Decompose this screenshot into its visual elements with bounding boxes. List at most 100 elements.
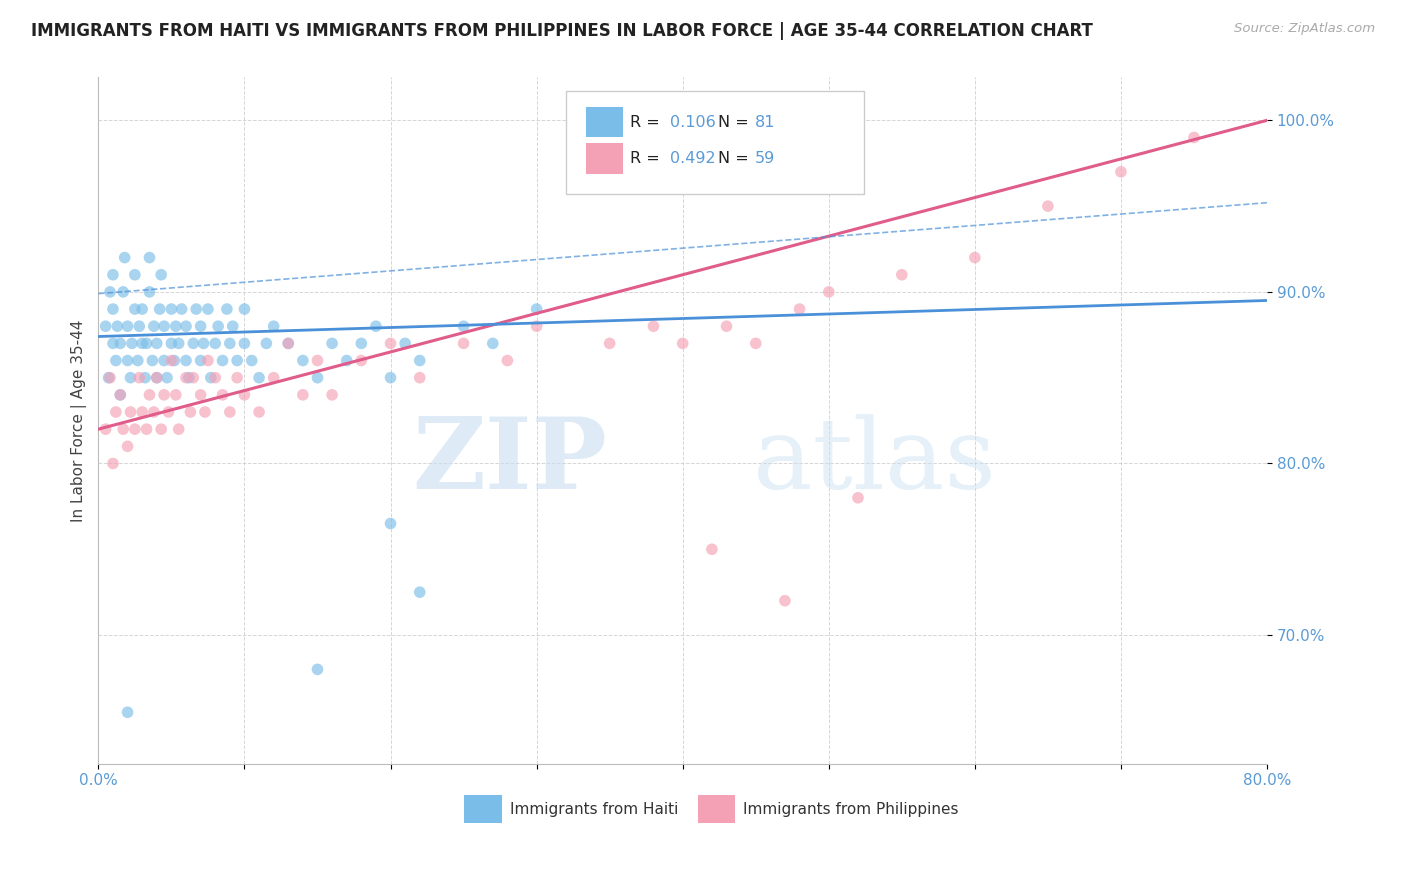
Point — [409, 370, 432, 384]
Point — [94, 422, 117, 436]
Point — [131, 301, 153, 316]
Point — [146, 370, 169, 384]
Point — [211, 353, 233, 368]
Point — [1109, 165, 1132, 179]
Point — [138, 388, 160, 402]
Point — [112, 422, 135, 436]
Point — [153, 319, 176, 334]
FancyBboxPatch shape — [464, 795, 502, 823]
Point — [131, 405, 153, 419]
Point — [128, 370, 150, 384]
Point — [247, 370, 270, 384]
Point — [104, 405, 127, 419]
Point — [120, 370, 142, 384]
Point — [291, 353, 314, 368]
Text: 81: 81 — [755, 114, 776, 129]
Point — [453, 336, 475, 351]
Text: N =: N = — [717, 151, 754, 166]
Point — [135, 336, 157, 351]
Point — [773, 593, 796, 607]
Text: Immigrants from Philippines: Immigrants from Philippines — [744, 802, 959, 816]
Point — [174, 353, 197, 368]
Point — [277, 336, 299, 351]
Point — [114, 251, 136, 265]
Point — [138, 285, 160, 299]
Point — [124, 268, 146, 282]
Point — [101, 301, 124, 316]
Point — [700, 542, 723, 557]
Point — [117, 319, 139, 334]
Point — [218, 405, 240, 419]
Point — [745, 336, 768, 351]
Point — [233, 301, 256, 316]
Point — [263, 370, 285, 384]
Point — [98, 370, 121, 384]
Point — [350, 353, 373, 368]
Point — [177, 370, 200, 384]
Point — [181, 336, 204, 351]
Point — [160, 336, 183, 351]
FancyBboxPatch shape — [586, 107, 623, 137]
Point — [150, 422, 173, 436]
Point — [170, 301, 193, 316]
Point — [165, 319, 187, 334]
Point — [146, 370, 169, 384]
Point — [127, 353, 149, 368]
Point — [167, 422, 190, 436]
Point — [156, 370, 179, 384]
Point — [190, 319, 212, 334]
Point — [193, 336, 215, 351]
Point — [131, 336, 153, 351]
Point — [846, 491, 869, 505]
Point — [207, 319, 229, 334]
Point — [277, 336, 299, 351]
Point — [481, 336, 503, 351]
Point — [128, 319, 150, 334]
Point — [138, 251, 160, 265]
Point — [153, 353, 176, 368]
Point — [716, 319, 738, 334]
Point — [101, 268, 124, 282]
Point — [160, 353, 183, 368]
Point — [247, 405, 270, 419]
Text: Immigrants from Haiti: Immigrants from Haiti — [510, 802, 678, 816]
Point — [204, 336, 226, 351]
Point — [110, 388, 132, 402]
Point — [121, 336, 143, 351]
Y-axis label: In Labor Force | Age 35-44: In Labor Force | Age 35-44 — [72, 319, 87, 522]
Point — [197, 353, 219, 368]
Point — [200, 370, 222, 384]
Point — [105, 319, 128, 334]
Point — [117, 353, 139, 368]
Point — [307, 370, 329, 384]
Point — [124, 301, 146, 316]
Point — [1036, 199, 1059, 213]
Point — [174, 370, 197, 384]
Point — [98, 285, 121, 299]
Point — [194, 405, 217, 419]
Point — [291, 388, 314, 402]
Point — [110, 388, 132, 402]
Point — [526, 319, 548, 334]
Point — [112, 285, 135, 299]
Text: atlas: atlas — [752, 414, 995, 509]
Point — [380, 516, 402, 531]
Text: 0.492: 0.492 — [669, 151, 716, 166]
Point — [179, 405, 201, 419]
Text: ZIP: ZIP — [412, 413, 607, 510]
Point — [218, 336, 240, 351]
Point — [1182, 130, 1205, 145]
Point — [380, 336, 402, 351]
Point — [134, 370, 156, 384]
Point — [307, 662, 329, 676]
Text: 0.106: 0.106 — [669, 114, 716, 129]
Point — [163, 353, 186, 368]
Point — [672, 336, 695, 351]
Point — [380, 370, 402, 384]
FancyBboxPatch shape — [565, 91, 863, 194]
Point — [240, 353, 263, 368]
Point — [94, 319, 117, 334]
Point — [117, 439, 139, 453]
Point — [141, 353, 163, 368]
Point — [222, 319, 245, 334]
